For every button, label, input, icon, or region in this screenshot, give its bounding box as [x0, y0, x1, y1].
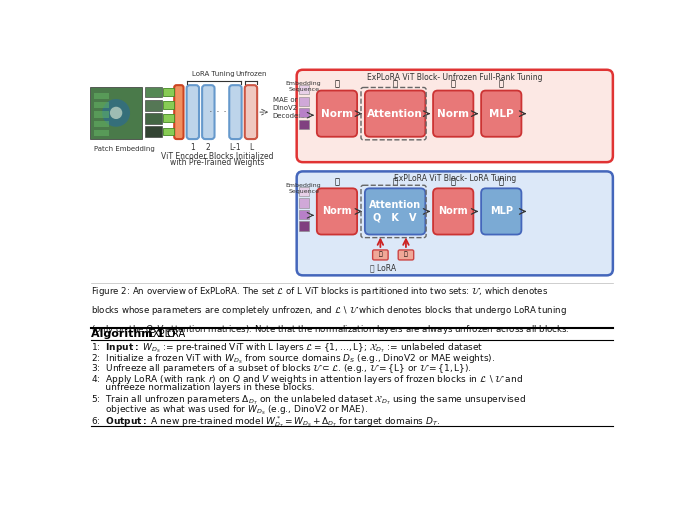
- Bar: [93, 121, 109, 127]
- Text: Norm: Norm: [437, 109, 469, 119]
- FancyBboxPatch shape: [297, 171, 613, 276]
- Text: Embedding
Sequence: Embedding Sequence: [286, 183, 322, 194]
- Text: O: O: [166, 329, 175, 339]
- FancyBboxPatch shape: [365, 188, 425, 235]
- Bar: [90, 87, 142, 139]
- Bar: [299, 187, 309, 196]
- Bar: [145, 100, 162, 111]
- Text: ExPLoRA ViT Block- Unfrozen Full-Rank Tuning: ExPLoRA ViT Block- Unfrozen Full-Rank Tu…: [367, 73, 543, 82]
- Text: 🔓: 🔓: [499, 80, 504, 88]
- Text: 1:  $\mathbf{Input:}$ $W_{D_S}$ := pre-trained ViT with L layers $\mathcal{L} = : 1: $\mathbf{Input:}$ $W_{D_S}$ := pre-tr…: [91, 341, 484, 355]
- Text: 3:  Unfreeze all parameters of a subset of blocks $\mathcal{U} \subset \mathcal{: 3: Unfreeze all parameters of a subset o…: [91, 363, 472, 375]
- Bar: [164, 128, 174, 135]
- Text: Patch Embedding: Patch Embedding: [94, 146, 155, 152]
- Bar: [93, 111, 109, 118]
- Circle shape: [102, 99, 130, 127]
- Text: unfreeze normalization layers in these blocks.: unfreeze normalization layers in these b…: [91, 383, 315, 392]
- Bar: [299, 85, 309, 94]
- Bar: [299, 108, 309, 118]
- Text: 6:  $\mathbf{Output:}$ A new pre-trained model $W^*_{D_T} = W_{D_S} + \Delta_{D_: 6: $\mathbf{Output:}$ A new pre-trained …: [91, 414, 440, 430]
- Bar: [93, 102, 109, 108]
- FancyBboxPatch shape: [365, 91, 425, 137]
- Bar: [93, 93, 109, 99]
- Text: Norm: Norm: [321, 109, 353, 119]
- Bar: [299, 96, 309, 106]
- FancyBboxPatch shape: [481, 188, 521, 235]
- Bar: [164, 101, 174, 109]
- Text: 🔓: 🔓: [335, 177, 339, 186]
- Text: Algorithm 1: Algorithm 1: [91, 329, 165, 339]
- Text: Norm: Norm: [322, 207, 352, 216]
- Text: ViT Encoder Blocks Initialized: ViT Encoder Blocks Initialized: [161, 152, 274, 161]
- Text: Embedding
Sequence: Embedding Sequence: [286, 81, 322, 92]
- Text: RA: RA: [172, 329, 185, 339]
- Text: E: E: [148, 329, 155, 339]
- Bar: [299, 198, 309, 208]
- Text: Unfrozen: Unfrozen: [235, 72, 267, 77]
- FancyBboxPatch shape: [229, 85, 242, 139]
- Text: 5:  Train all unfrozen parameters $\Delta_{D_T}$ on the unlabeled dataset $\math: 5: Train all unfrozen parameters $\Delta…: [91, 394, 526, 407]
- Text: 🔓: 🔓: [451, 177, 455, 186]
- FancyBboxPatch shape: [187, 85, 199, 139]
- Text: 2:  Initialize a frozen ViT with $W_{D_S}$ from source domains $D_S$ (e.g., Dino: 2: Initialize a frozen ViT with $W_{D_S}…: [91, 352, 495, 366]
- FancyBboxPatch shape: [245, 85, 257, 139]
- Text: 🔓: 🔓: [451, 80, 455, 88]
- Text: 🔒: 🔒: [392, 177, 398, 186]
- FancyBboxPatch shape: [317, 188, 357, 235]
- Text: 2: 2: [206, 143, 211, 152]
- Bar: [164, 114, 174, 122]
- FancyBboxPatch shape: [433, 188, 473, 235]
- Bar: [145, 126, 162, 137]
- Text: Attention: Attention: [368, 109, 423, 119]
- FancyBboxPatch shape: [372, 250, 388, 260]
- Text: MLP: MLP: [490, 207, 513, 216]
- Text: L-1: L-1: [229, 143, 241, 152]
- FancyBboxPatch shape: [202, 85, 214, 139]
- Text: objective as what was used for $W_{D_S}$ (e.g., DinoV2 or MAE).: objective as what was used for $W_{D_S}$…: [91, 404, 368, 418]
- Text: Figure 2: An overview of ExPLoRA. The set $\mathcal{L}$ of L ViT blocks is parti: Figure 2: An overview of ExPLoRA. The se…: [91, 285, 569, 336]
- Text: MLP: MLP: [489, 109, 514, 119]
- FancyBboxPatch shape: [433, 91, 473, 137]
- Text: 🔒: 🔒: [379, 252, 382, 258]
- Text: 🔒: 🔒: [499, 177, 504, 186]
- Text: L: L: [249, 143, 253, 152]
- Bar: [299, 210, 309, 219]
- Bar: [299, 222, 309, 231]
- Circle shape: [110, 107, 122, 119]
- Bar: [164, 88, 174, 96]
- Text: 4:  Apply LoRA (with rank $r$) on $Q$ and $V$ weights in attention layers of fro: 4: Apply LoRA (with rank $r$) on $Q$ and…: [91, 373, 523, 386]
- Text: Norm: Norm: [438, 207, 468, 216]
- Bar: [299, 120, 309, 129]
- FancyBboxPatch shape: [297, 70, 613, 162]
- FancyBboxPatch shape: [481, 91, 521, 137]
- Bar: [145, 87, 162, 98]
- Text: Attention
Q   K   V: Attention Q K V: [369, 200, 421, 223]
- Text: LoRA Tuning: LoRA Tuning: [192, 72, 235, 77]
- Text: ExPLoRA ViT Block- LoRA Tuning: ExPLoRA ViT Block- LoRA Tuning: [394, 174, 516, 183]
- Text: 🔓: 🔓: [335, 80, 339, 88]
- Bar: [93, 130, 109, 136]
- Text: 🔓: 🔓: [392, 80, 398, 88]
- Text: 🔒 LoRA: 🔒 LoRA: [370, 264, 396, 273]
- Text: · · ·: · · ·: [210, 107, 227, 117]
- Bar: [145, 113, 162, 123]
- FancyBboxPatch shape: [174, 85, 183, 139]
- Text: MAE or
DinoV2
Decoders: MAE or DinoV2 Decoders: [273, 98, 306, 119]
- Text: 🔒: 🔒: [404, 252, 408, 258]
- FancyBboxPatch shape: [398, 250, 414, 260]
- Text: with Pre-Trained Weights: with Pre-Trained Weights: [170, 158, 264, 167]
- Text: 1: 1: [190, 143, 195, 152]
- Text: XPL: XPL: [153, 329, 170, 339]
- FancyBboxPatch shape: [317, 91, 357, 137]
